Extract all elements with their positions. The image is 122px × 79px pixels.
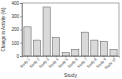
y-tick: 400 — [11, 1, 22, 6]
bar — [43, 7, 50, 56]
bars — [24, 7, 117, 56]
bar — [100, 41, 107, 56]
x-axis-title: Study — [64, 72, 77, 78]
y-axis-title: Change in Activity (%) — [1, 7, 6, 52]
bar — [62, 53, 69, 56]
y-tick: 0 — [16, 54, 22, 59]
y-axis-line — [20, 4, 23, 57]
y-tick: 200 — [11, 27, 22, 32]
bar — [81, 32, 88, 56]
x-axis: Study 1Study 2Study 3Study 4Study 5Study… — [19, 56, 119, 70]
y-tick-mark — [20, 30, 22, 31]
y-tick-label: 300 — [11, 14, 19, 19]
plot: 0 100 200 300 400 Study 1Study 2Study 3Study … — [11, 1, 119, 70]
y-tick-mark — [20, 56, 22, 57]
y-tick-label: 200 — [11, 27, 19, 32]
bar — [91, 40, 98, 56]
y-tick-mark — [20, 16, 22, 17]
y-axis: 0 100 200 300 400 — [11, 1, 22, 59]
bar — [53, 37, 60, 56]
bar — [33, 40, 40, 56]
y-tick: 300 — [11, 14, 22, 19]
y-tick-label: 400 — [11, 1, 19, 6]
chart: 0 100 200 300 400 Study 1Study 2Study 3Study … — [0, 0, 122, 79]
bar — [110, 49, 117, 56]
y-tick-label: 0 — [16, 54, 19, 59]
y-tick-label: 100 — [11, 41, 19, 46]
y-tick-mark — [20, 43, 22, 44]
bar — [72, 49, 79, 56]
x-tick-label: Study 10 — [104, 57, 117, 70]
bar — [24, 27, 31, 56]
y-tick-mark — [20, 3, 22, 4]
x-tick: Study 10 — [104, 56, 117, 70]
y-tick: 100 — [11, 41, 22, 46]
plot-frame — [22, 3, 119, 56]
